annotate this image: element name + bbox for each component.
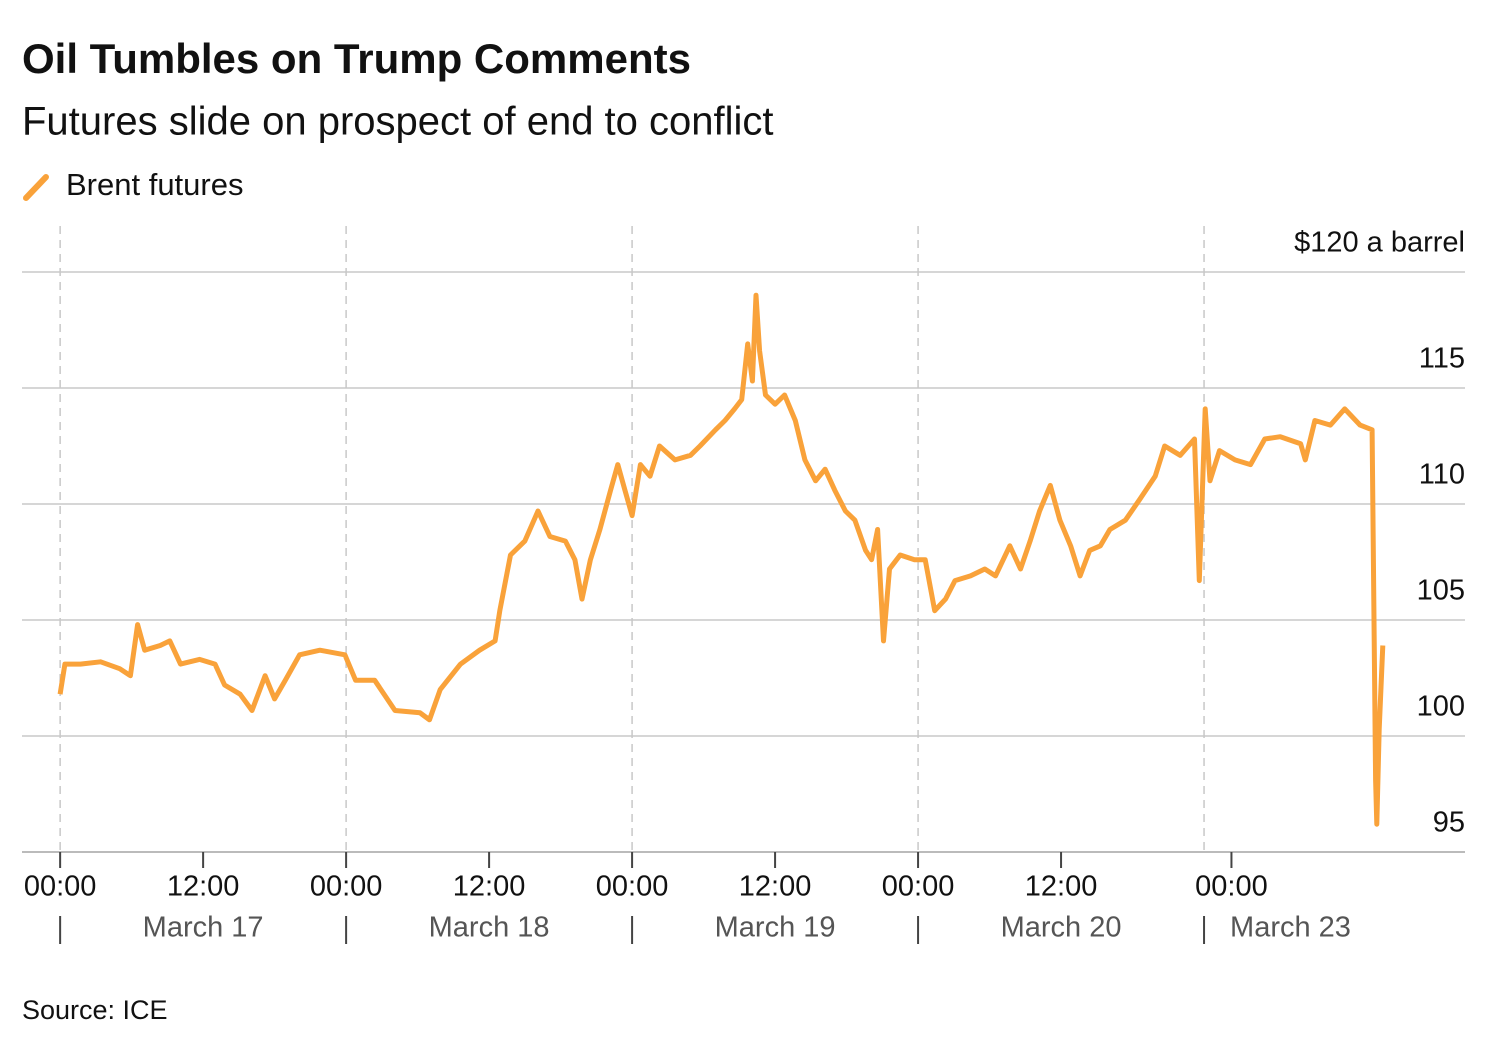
y-tick-label: 95 bbox=[1433, 807, 1465, 839]
source: Source: ICE bbox=[22, 995, 168, 1025]
line bbox=[57, 292, 1386, 827]
day-label: March 20 bbox=[1001, 912, 1122, 944]
day-label: March 17 bbox=[143, 912, 264, 944]
x-tick-label: 12:00 bbox=[1025, 871, 1098, 903]
day-label: March 23 bbox=[1230, 912, 1351, 944]
x-tick-label: 12:00 bbox=[167, 871, 240, 903]
x-tick-label: 12:00 bbox=[739, 871, 812, 903]
x-tick-label: 00:00 bbox=[24, 871, 97, 903]
y-tick-label: $120 a barrel bbox=[1294, 227, 1465, 259]
day-label: March 18 bbox=[429, 912, 550, 944]
day-label: March 19 bbox=[715, 912, 836, 944]
x-tick-label: 00:00 bbox=[882, 871, 955, 903]
y-tick-label: 115 bbox=[1419, 343, 1465, 375]
x-tick-label: 12:00 bbox=[453, 871, 526, 903]
y-tick-label: 105 bbox=[1417, 575, 1465, 607]
x-tick-label: 00:00 bbox=[596, 871, 669, 903]
x-tick-label: 00:00 bbox=[1195, 871, 1268, 903]
legend-label: Brent futures bbox=[66, 167, 243, 202]
x-tick-label: 00:00 bbox=[310, 871, 383, 903]
y-tick-label: 110 bbox=[1419, 459, 1465, 491]
chart-subtitle: Futures slide on prospect of end to conf… bbox=[22, 100, 774, 144]
legend-icon bbox=[23, 174, 49, 201]
y-tick-label: 100 bbox=[1417, 691, 1465, 723]
chart-title: Oil Tumbles on Trump Comments bbox=[22, 35, 691, 82]
